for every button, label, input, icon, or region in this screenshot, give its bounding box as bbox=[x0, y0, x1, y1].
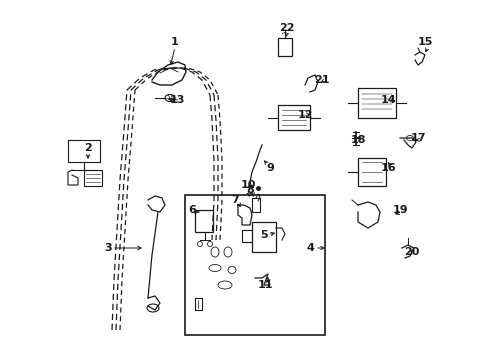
Text: 21: 21 bbox=[314, 75, 329, 85]
Text: 3: 3 bbox=[104, 243, 112, 253]
Text: 1: 1 bbox=[171, 37, 179, 47]
Text: 16: 16 bbox=[379, 163, 395, 173]
Ellipse shape bbox=[210, 247, 219, 257]
Ellipse shape bbox=[224, 247, 231, 257]
Text: 22: 22 bbox=[279, 23, 294, 33]
Text: 18: 18 bbox=[349, 135, 365, 145]
Bar bbox=[357, 88, 395, 118]
Bar bbox=[251, 222, 275, 252]
Text: 10: 10 bbox=[240, 180, 255, 190]
Bar bbox=[184, 195, 325, 335]
Bar bbox=[84, 170, 102, 186]
Ellipse shape bbox=[197, 242, 202, 247]
Text: 17: 17 bbox=[409, 133, 425, 143]
Ellipse shape bbox=[208, 265, 221, 271]
Ellipse shape bbox=[406, 135, 413, 140]
Text: 13: 13 bbox=[169, 95, 184, 105]
Text: 12: 12 bbox=[297, 110, 312, 120]
Bar bbox=[357, 158, 385, 186]
Text: 9: 9 bbox=[265, 163, 273, 173]
Text: 5: 5 bbox=[260, 230, 267, 240]
Ellipse shape bbox=[227, 266, 236, 274]
Bar bbox=[68, 140, 100, 162]
Text: 15: 15 bbox=[416, 37, 432, 47]
Text: 19: 19 bbox=[391, 205, 407, 215]
Bar bbox=[278, 105, 309, 130]
Ellipse shape bbox=[207, 242, 212, 247]
Text: 8: 8 bbox=[245, 185, 253, 195]
Ellipse shape bbox=[218, 281, 231, 289]
Text: 4: 4 bbox=[305, 243, 313, 253]
Text: 6: 6 bbox=[188, 205, 196, 215]
Ellipse shape bbox=[164, 94, 175, 102]
Bar bbox=[278, 38, 291, 56]
Text: 2: 2 bbox=[84, 143, 92, 153]
Text: 14: 14 bbox=[379, 95, 395, 105]
Text: 7: 7 bbox=[231, 195, 238, 205]
Text: 20: 20 bbox=[404, 247, 419, 257]
Text: 11: 11 bbox=[257, 280, 272, 290]
Ellipse shape bbox=[147, 304, 159, 312]
Bar bbox=[195, 210, 213, 232]
Bar bbox=[251, 198, 260, 212]
